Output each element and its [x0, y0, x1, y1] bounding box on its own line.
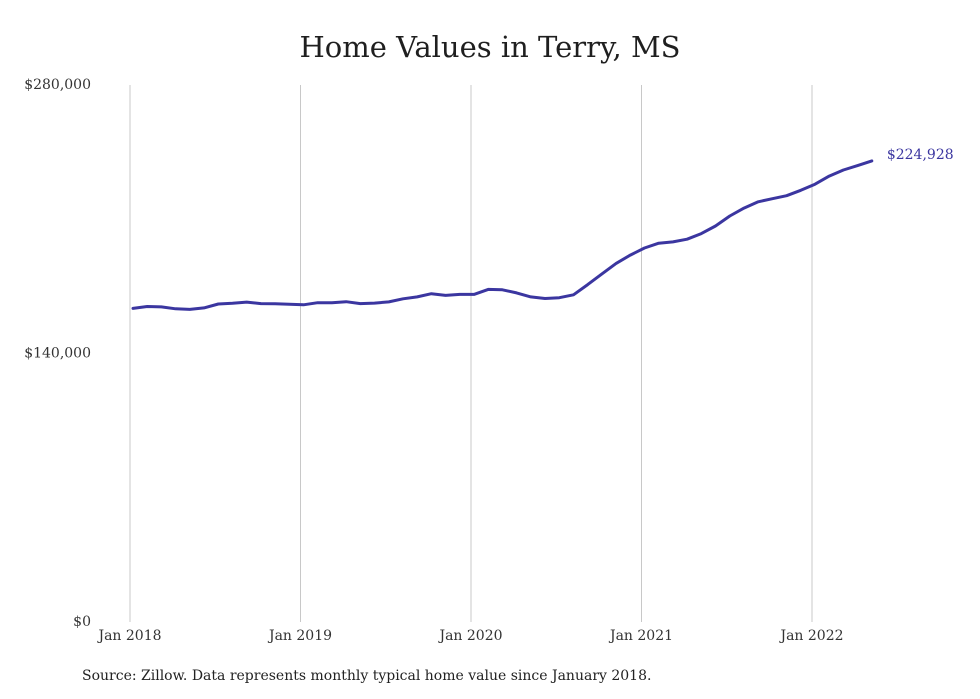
y-tick-label: $140,000 — [24, 346, 91, 362]
end-value-label: $224,928 — [887, 147, 954, 163]
x-tick-label: Jan 2020 — [437, 628, 502, 644]
x-tick-label: Jan 2022 — [778, 628, 843, 644]
y-tick-label: $0 — [73, 614, 91, 630]
gridlines — [129, 85, 813, 622]
y-axis-tick-labels: $0 $140,000 $280,000 — [24, 77, 91, 630]
x-tick-label: Jan 2018 — [96, 628, 161, 644]
x-tick-label: Jan 2021 — [608, 628, 673, 644]
end-labels: $224,928 — [887, 147, 954, 163]
series-line — [131, 159, 874, 311]
series-lines — [131, 159, 874, 311]
x-axis-tick-labels: Jan 2018 Jan 2019 Jan 2020 Jan 2021 Jan 2022 — [96, 628, 843, 644]
source-note: Source: Zillow. Data represents monthly … — [82, 668, 652, 684]
x-tick-label: Jan 2019 — [267, 628, 332, 644]
y-tick-label: $280,000 — [24, 77, 91, 93]
chart-title: Home Values in Terry, MS — [299, 30, 681, 64]
